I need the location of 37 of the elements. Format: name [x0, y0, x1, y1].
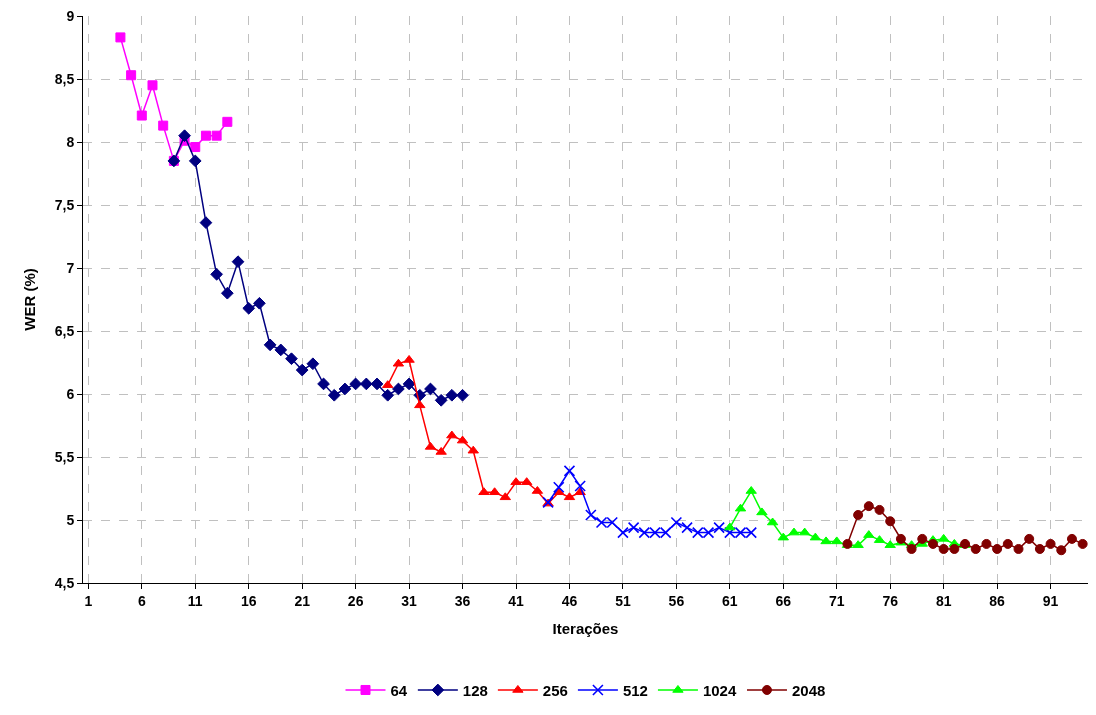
- y-tick-label: 8,5: [54, 70, 75, 87]
- x-tick-label: 76: [882, 592, 899, 609]
- y-tick-label: 6,5: [54, 322, 75, 339]
- x-tick-label: 56: [668, 592, 685, 609]
- legend-label: 512: [622, 681, 648, 699]
- y-tick-label: 7: [66, 259, 75, 276]
- x-tick-label: 16: [240, 592, 257, 609]
- legend-label: 1024: [702, 681, 737, 699]
- x-axis-title: Iterações: [552, 619, 619, 637]
- x-tick-label: 61: [722, 592, 738, 609]
- x-tick-label: 26: [347, 592, 364, 609]
- x-tick-label: 71: [828, 592, 845, 609]
- y-tick-label: 5,5: [54, 448, 75, 465]
- x-tick-label: 86: [989, 592, 1006, 609]
- x-tick-label: 36: [454, 592, 471, 609]
- x-tick-label: 1: [84, 592, 93, 609]
- x-tick-label: 51: [615, 592, 631, 609]
- x-tick-label: 91: [1042, 592, 1059, 609]
- y-tick-label: 6: [66, 385, 75, 402]
- y-axis-title: WER (%): [20, 268, 38, 331]
- legend-label: 64: [390, 681, 408, 699]
- x-tick-label: 6: [137, 592, 146, 609]
- x-tick-label: 11: [187, 592, 203, 609]
- x-tick-label: 46: [561, 592, 578, 609]
- x-tick-label: 31: [401, 592, 418, 609]
- legend-label: 256: [542, 681, 568, 699]
- y-tick-label: 5: [66, 511, 75, 528]
- legend-label: 128: [462, 681, 488, 699]
- y-tick-label: 7,5: [54, 196, 75, 213]
- x-tick-label: 66: [775, 592, 792, 609]
- legend-label: 2048: [791, 681, 826, 699]
- y-tick-label: 8: [66, 133, 75, 150]
- x-tick-label: 41: [508, 592, 525, 609]
- y-tick-label: 4,5: [54, 574, 75, 591]
- x-tick-label: 21: [294, 592, 311, 609]
- x-tick-label: 81: [935, 592, 952, 609]
- y-tick-label: 9: [66, 7, 75, 24]
